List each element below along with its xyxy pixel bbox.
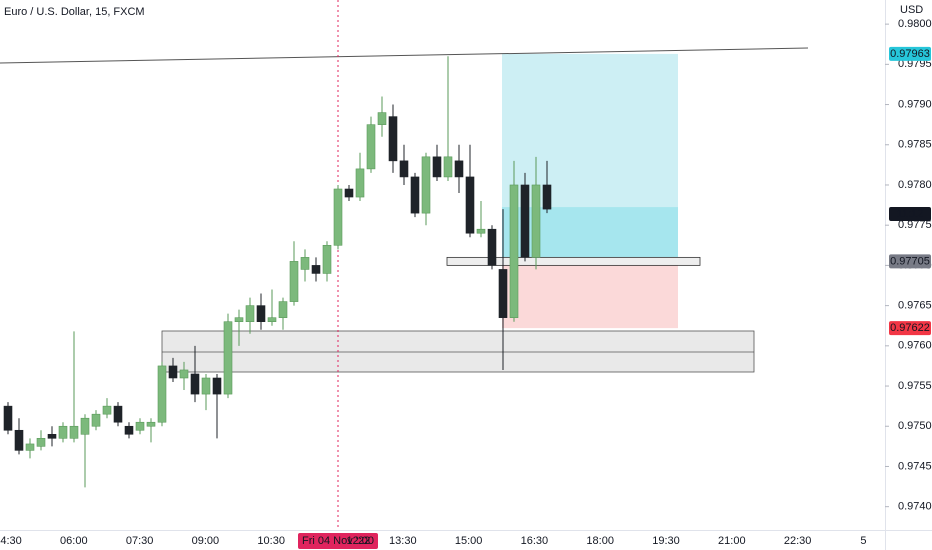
countdown-tag: 11:12 — [897, 208, 924, 220]
candle-body — [421, 156, 431, 214]
candle-body — [47, 433, 57, 439]
candle-body — [487, 228, 497, 266]
candle-body — [69, 425, 79, 439]
x-tick-label: 21:00 — [718, 535, 746, 547]
entry-tag-bg — [889, 254, 931, 269]
candle-body — [399, 160, 409, 178]
candle-body — [212, 377, 222, 395]
candle-body — [465, 176, 475, 234]
stop-tag-bg — [889, 321, 931, 336]
candle-body — [344, 188, 354, 198]
candle-body — [454, 160, 464, 178]
candle-body — [124, 425, 134, 435]
currency-label: USD — [900, 4, 923, 16]
crosshair-date: Fri 04 Nov '22 — [302, 535, 370, 547]
candle-body — [267, 317, 277, 322]
trend-line — [0, 47, 809, 64]
candle-body — [3, 405, 13, 431]
candle-body — [311, 265, 321, 274]
candle-body — [498, 269, 508, 318]
target-tag: 0.97963 — [890, 48, 930, 60]
candle-body — [366, 124, 376, 170]
x-tick-label: 13:30 — [389, 535, 417, 547]
candle-body — [476, 228, 486, 234]
x-tick-label: 10:30 — [257, 535, 285, 547]
candle-body — [300, 257, 310, 270]
x-tick-label: 5 — [860, 535, 866, 547]
loss-zone — [502, 261, 678, 329]
candle-body — [168, 365, 178, 379]
candle-body — [509, 184, 519, 318]
stop-tag: 0.97622 — [890, 322, 930, 334]
candle-body — [542, 184, 552, 210]
candle-body — [201, 377, 211, 395]
candle-body — [531, 184, 541, 258]
candle-body — [278, 301, 288, 318]
candle-body — [58, 425, 68, 439]
candle-body — [256, 305, 266, 322]
drawings — [0, 0, 809, 530]
candle-body — [377, 112, 387, 125]
x-tick-label: 06:00 — [60, 535, 88, 547]
candle-body — [289, 261, 299, 302]
zone-box — [161, 330, 755, 373]
candle-body — [322, 244, 332, 274]
entry-box — [446, 256, 701, 266]
candle-body — [333, 188, 343, 246]
candle-body — [520, 184, 530, 258]
countdown-tag-bg — [889, 207, 931, 221]
candle-body — [432, 156, 442, 178]
crosshair-time: 12:00 — [346, 535, 374, 547]
x-tick-label: 16:30 — [521, 535, 549, 547]
candle-body — [443, 156, 453, 178]
candle-body — [157, 365, 167, 423]
open-profit-zone — [502, 207, 678, 262]
candle-body — [223, 321, 233, 395]
candle-body — [91, 413, 101, 427]
candle-body — [113, 405, 123, 423]
x-tick-label: 15:00 — [455, 535, 483, 547]
candle-body — [146, 421, 156, 427]
x-tick-label: 09:00 — [192, 535, 220, 547]
candle-body — [179, 369, 189, 379]
candle-body — [190, 373, 200, 395]
candle-body — [388, 116, 398, 162]
candle-body — [234, 317, 244, 322]
candle-body — [410, 176, 420, 214]
candle-body — [355, 168, 365, 198]
x-tick-label: 22:30 — [784, 535, 812, 547]
candle-body — [135, 421, 145, 431]
candle-body — [14, 429, 24, 451]
candle-body — [25, 443, 35, 451]
x-tick-label: 04:30 — [0, 535, 22, 547]
chart-title: Euro / U.S. Dollar, 15, FXCM — [4, 6, 145, 18]
entry-tag: 0.97705 — [890, 255, 930, 267]
target-tag-bg — [889, 46, 931, 61]
x-tick-label: 18:00 — [586, 535, 614, 547]
candle-body — [80, 417, 90, 435]
candle-body — [102, 405, 112, 415]
y-tick-label: 0.97400 — [898, 501, 932, 513]
candle-body — [245, 305, 255, 322]
x-tick-label: 19:30 — [652, 535, 680, 547]
candle-body — [36, 438, 46, 447]
crosshair-label-bg — [298, 533, 378, 549]
x-tick-label: 07:30 — [126, 535, 154, 547]
